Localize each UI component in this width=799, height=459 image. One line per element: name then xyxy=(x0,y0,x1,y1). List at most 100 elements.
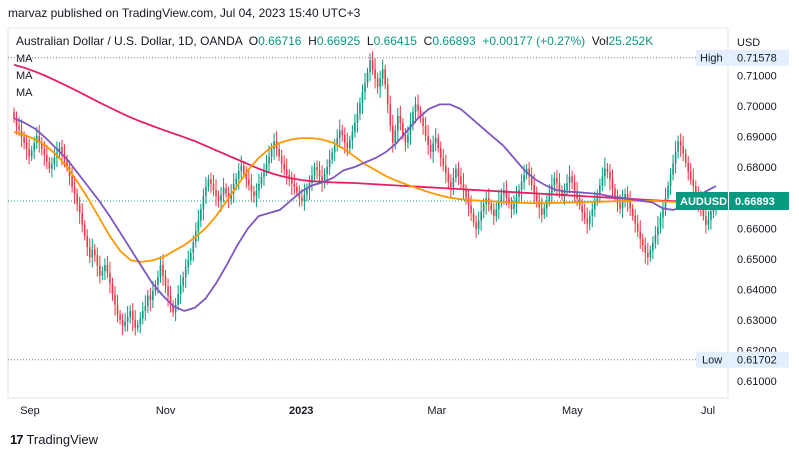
instrument-title: Australian Dollar / U.S. Dollar, 1D, OAN… xyxy=(16,34,243,48)
candle-body xyxy=(328,159,331,168)
candle-body xyxy=(586,218,589,224)
candle-body xyxy=(258,183,260,191)
ma-indicator-label[interactable]: MA xyxy=(16,53,33,65)
y-tick-label: 0.68000 xyxy=(737,162,777,174)
candle-body xyxy=(576,191,578,199)
candle-body xyxy=(508,197,510,204)
candle-body xyxy=(76,194,78,205)
candle-body xyxy=(470,205,472,213)
candle-body xyxy=(626,194,629,201)
candle-body xyxy=(296,187,298,193)
ma-indicator-label[interactable]: MA xyxy=(16,87,33,99)
candle-body xyxy=(215,190,217,197)
candle-body xyxy=(669,174,672,187)
candle-body xyxy=(694,186,697,195)
candle-body xyxy=(232,183,235,194)
candle-body xyxy=(28,148,30,157)
low-value: 0.66415 xyxy=(373,34,417,48)
ma-indicator-label[interactable]: MA xyxy=(16,70,33,82)
candle-body xyxy=(384,69,387,85)
y-tick-label: 0.65000 xyxy=(737,254,777,266)
candle-body xyxy=(434,138,437,144)
published-by-text: marvaz published on TradingView.com, Jul… xyxy=(8,6,361,20)
candle-body xyxy=(207,179,210,188)
candle-body xyxy=(189,252,192,261)
candle-body xyxy=(523,174,525,182)
candle-body xyxy=(379,78,381,88)
candle-body xyxy=(634,216,636,224)
candle-body xyxy=(591,209,594,217)
candle-body xyxy=(88,247,91,258)
candle-body xyxy=(492,209,495,217)
candle-body xyxy=(621,200,624,209)
candle-body xyxy=(91,249,94,258)
candle-body xyxy=(116,304,119,315)
candle-body xyxy=(510,203,513,210)
candle-body xyxy=(533,184,535,193)
candle-body xyxy=(278,148,280,157)
candle-body xyxy=(359,102,361,114)
low-value-tag xyxy=(729,351,789,368)
candle-body xyxy=(520,181,523,191)
candle-body xyxy=(674,151,677,164)
high-value: 0.66925 xyxy=(316,34,361,48)
candle-body xyxy=(124,321,126,327)
candle-body xyxy=(530,176,533,185)
candle-body xyxy=(220,194,222,201)
candle-body xyxy=(313,167,316,176)
candle-body xyxy=(689,171,692,180)
candle-body xyxy=(245,173,248,180)
candle-body xyxy=(472,213,475,223)
candle-body xyxy=(164,275,167,287)
candle-body xyxy=(546,200,548,209)
candle-body xyxy=(657,226,659,236)
candle-body xyxy=(129,310,131,317)
candle-body xyxy=(402,122,404,136)
candle-body xyxy=(230,193,232,200)
candle-body xyxy=(702,208,705,217)
candle-body xyxy=(147,295,149,307)
candle-body xyxy=(169,295,172,305)
candle-body xyxy=(265,163,268,171)
candle-body xyxy=(354,122,356,132)
candle-body xyxy=(543,208,546,215)
candle-body xyxy=(480,211,482,221)
candle-body xyxy=(679,141,682,146)
low-label: L xyxy=(366,34,374,48)
candle-body xyxy=(338,130,341,139)
candle-body xyxy=(298,192,301,198)
candle-body xyxy=(323,173,326,182)
tradingview-footer: 17 TradingView xyxy=(10,432,98,447)
candle-body xyxy=(664,197,667,209)
candle-body xyxy=(111,283,114,295)
candle-body xyxy=(66,159,68,168)
x-tick-label: Jul xyxy=(701,405,715,417)
y-tick-label: 0.69000 xyxy=(737,132,777,144)
candle-body xyxy=(331,152,333,160)
candle-body xyxy=(192,242,195,253)
candle-body xyxy=(318,170,321,177)
candle-body xyxy=(654,235,657,243)
candle-body xyxy=(30,150,33,157)
candle-body xyxy=(397,115,399,131)
candle-body xyxy=(301,197,303,201)
candle-body xyxy=(588,216,591,224)
candle-body xyxy=(447,173,450,182)
candle-body xyxy=(490,203,493,210)
candle-body xyxy=(73,187,76,195)
open-label: O xyxy=(248,34,259,48)
candle-body xyxy=(283,164,285,170)
candle-body xyxy=(253,191,255,197)
candle-body xyxy=(139,318,142,325)
candle-body xyxy=(452,177,455,188)
candle-body xyxy=(177,294,179,305)
candle-body xyxy=(636,223,639,232)
candle-body xyxy=(86,235,89,248)
high-value-tag xyxy=(729,49,789,66)
candle-body xyxy=(399,115,402,123)
candle-body xyxy=(465,190,467,198)
candle-body xyxy=(394,130,397,143)
x-tick-label: 2023 xyxy=(289,405,313,417)
candle-body xyxy=(707,219,710,225)
